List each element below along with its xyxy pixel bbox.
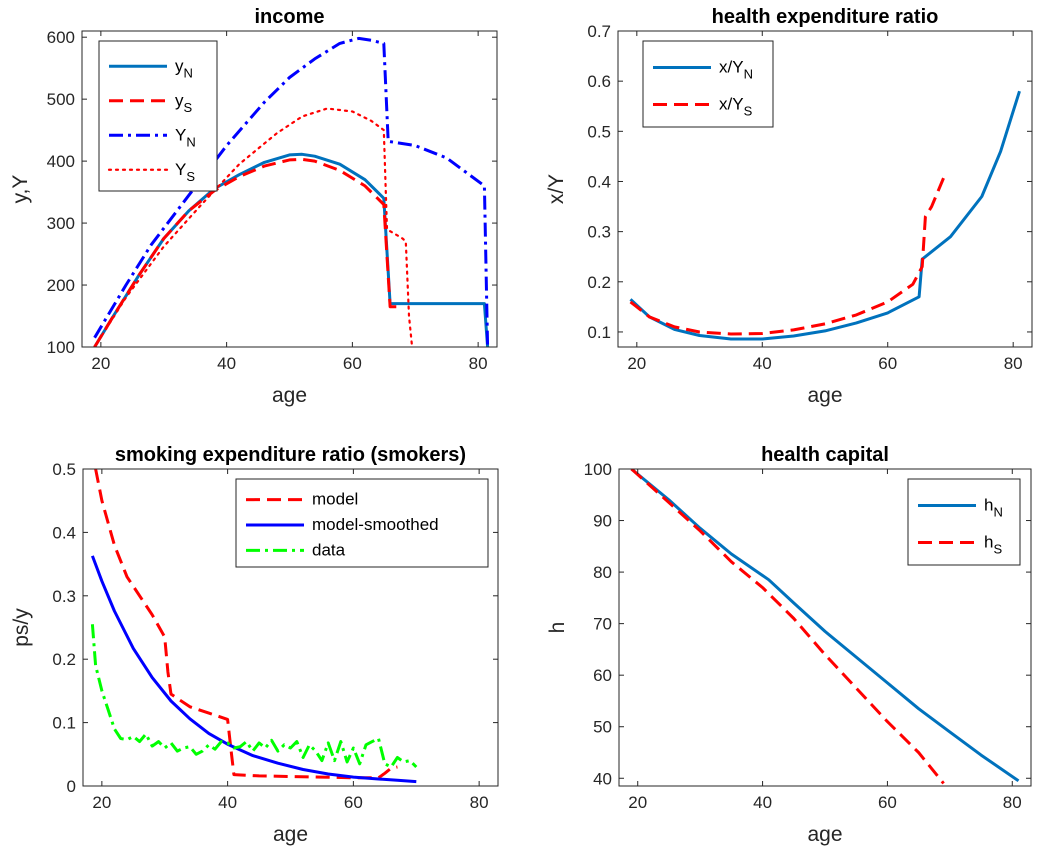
x-tick-label: 40 — [753, 354, 772, 373]
y-tick-label: 0.3 — [587, 223, 611, 242]
y-tick-label: 0.1 — [587, 323, 611, 342]
x-tick-label: 40 — [217, 354, 236, 373]
x-tick-label: 40 — [753, 793, 772, 812]
plot-frame — [618, 468, 1032, 787]
y-tick-label: 0.6 — [587, 72, 611, 91]
x-tick-label: 60 — [878, 354, 897, 373]
x-tick-label: 40 — [218, 793, 237, 812]
y-tick-label: 200 — [47, 276, 75, 295]
series-line-h-n — [630, 469, 1020, 783]
y-tick-label: 50 — [593, 718, 612, 737]
legend-label: data — [312, 540, 346, 559]
plot-frame — [617, 30, 1033, 348]
x-tick-label: 60 — [343, 354, 362, 373]
y-tick-label: 500 — [47, 90, 75, 109]
x-tick-label: 20 — [91, 354, 110, 373]
series-line-x-y-s — [629, 175, 946, 336]
legend: x/YN x/YS — [642, 40, 774, 128]
y-tick-label: 0.2 — [587, 273, 611, 292]
legend-label: hS — [984, 533, 1002, 557]
x-axis-label: age — [807, 384, 842, 407]
y-tick-label: 0.1 — [52, 714, 76, 733]
series-group — [629, 90, 1021, 341]
legend-label: hN — [984, 496, 1003, 520]
legend-box — [907, 478, 1021, 566]
legend-label: YS — [175, 160, 195, 184]
x-tick-label: 60 — [878, 793, 897, 812]
y-tick-label: 0.3 — [52, 587, 76, 606]
legend-label: model-smoothed — [312, 515, 439, 534]
legend-label: x/YS — [719, 95, 753, 119]
legend: model model-smoothed data — [235, 478, 489, 568]
series-line-data — [90, 624, 418, 769]
series-group — [630, 469, 1020, 785]
y-tick-label: 300 — [47, 214, 75, 233]
legend: hN hS — [907, 478, 1021, 566]
series-line-x-y-n — [629, 90, 1021, 341]
x-tick-label: 60 — [344, 793, 363, 812]
y-tick-label: 0.4 — [52, 523, 76, 542]
y-tick-label: 60 — [593, 666, 612, 685]
legend-box — [235, 478, 489, 568]
plot-frame — [81, 30, 498, 348]
legend-label: x/YN — [719, 58, 753, 82]
y-tick-label: 0.7 — [587, 22, 611, 41]
y-axis-label: y,Y — [9, 175, 32, 204]
chart-title: health expenditure ratio — [712, 6, 939, 28]
income-chart: 20 40 60 80 100 200 300 400 500 600 income age y,Y yN… — [9, 6, 498, 407]
chart-title: smoking expenditure ratio (smokers) — [115, 444, 466, 466]
chart-title: health capital — [761, 444, 889, 466]
health-capital-chart: 20 40 60 80 40 50 60 70 80 90 100 health capital age… — [546, 444, 1032, 846]
y-axis-label: h — [546, 622, 569, 634]
x-axis-label: age — [272, 384, 307, 407]
series-line-y-s — [93, 157, 397, 347]
y-axis-label: ps/y — [10, 608, 33, 647]
y-tick-label: 0.2 — [52, 650, 76, 669]
y-tick-label: 100 — [584, 460, 612, 479]
y-tick-label: 400 — [47, 152, 75, 171]
legend-label: model — [312, 490, 358, 509]
y-tick-label: 0.5 — [587, 122, 611, 141]
y-tick-label: 70 — [593, 615, 612, 634]
y-tick-label: 0.4 — [587, 172, 611, 191]
legend-label: YN — [175, 125, 196, 149]
legend: yN yS YN YS — [98, 40, 218, 192]
x-tick-label: 20 — [92, 793, 111, 812]
x-tick-label: 80 — [470, 793, 489, 812]
y-tick-label: 80 — [593, 563, 612, 582]
y-tick-label: 600 — [47, 28, 75, 47]
x-tick-label: 20 — [628, 793, 647, 812]
series-line-h-s — [630, 469, 945, 785]
y-tick-label: 100 — [47, 338, 75, 357]
legend-label: yS — [175, 91, 193, 115]
legend-box — [98, 40, 218, 192]
x-axis-label: age — [807, 823, 842, 846]
plot-frame — [82, 468, 499, 787]
chart-title: income — [254, 6, 324, 28]
y-tick-label: 0 — [67, 777, 76, 796]
series-group — [93, 36, 490, 347]
legend-box — [642, 40, 774, 128]
series-group — [90, 469, 418, 784]
legend-label: yN — [175, 56, 193, 80]
x-tick-label: 80 — [469, 354, 488, 373]
y-axis-label: x/Y — [545, 174, 568, 204]
y-tick-label: 0.5 — [52, 460, 76, 479]
x-axis-label: age — [273, 823, 308, 846]
x-tick-label: 20 — [627, 354, 646, 373]
y-tick-label: 40 — [593, 769, 612, 788]
x-tick-label: 80 — [1003, 793, 1022, 812]
series-line-y-s — [93, 107, 414, 347]
smoking-expenditure-ratio-chart: 20 40 60 80 0 0.1 0.2 0.3 0.4 0.5 smoking expendit… — [10, 444, 499, 846]
series-line-y-n — [93, 36, 490, 347]
health-expenditure-ratio-chart: 20 40 60 80 0.1 0.2 0.3 0.4 0.5 0.6 0.7 health expe… — [545, 6, 1033, 407]
x-tick-label: 80 — [1004, 354, 1023, 373]
y-tick-label: 90 — [593, 512, 612, 531]
